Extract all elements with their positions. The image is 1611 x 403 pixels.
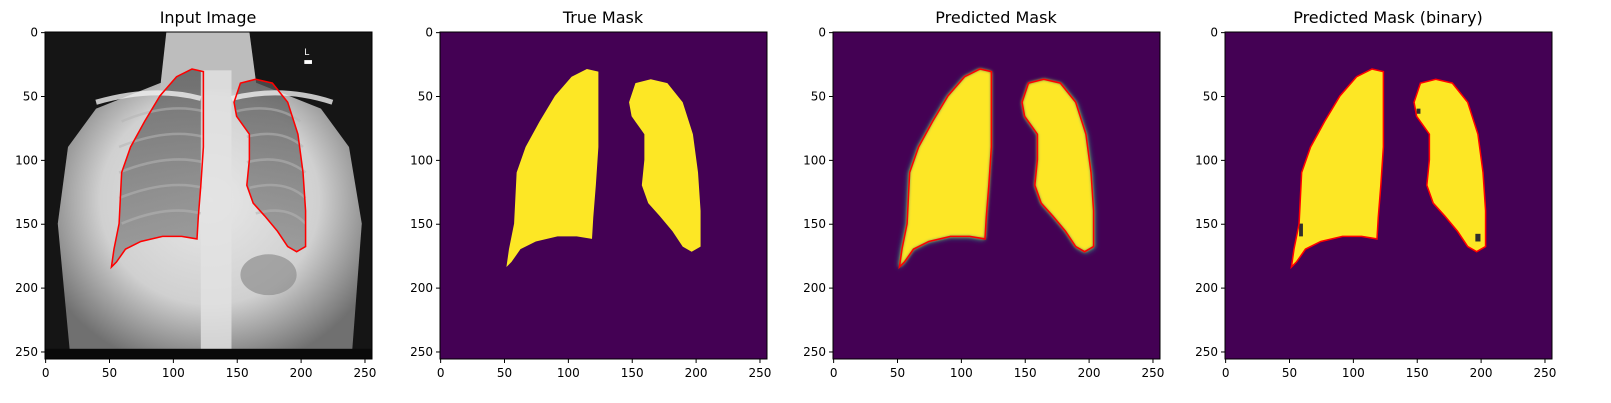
y-tick-label: 100 [410, 153, 433, 167]
x-tick-label: 0 [830, 366, 838, 380]
xray-marker-label: L [304, 48, 309, 58]
x-tick-label: 50 [1282, 366, 1297, 380]
y-tick-label: 250 [15, 345, 38, 359]
true-mask-image [440, 32, 767, 359]
panel-title: Input Image [160, 8, 257, 27]
x-ticks: 0 50 100 150 200 250 [830, 359, 1165, 380]
y-tick-label: 50 [418, 90, 433, 104]
x-tick-label: 250 [1142, 366, 1165, 380]
x-tick-label: 100 [162, 366, 185, 380]
panel-predicted-mask-binary: Predicted Mask (binary) 0 50 100 150 200 250 … [1195, 8, 1556, 380]
y-tick-label: 250 [410, 345, 433, 359]
x-tick-label: 0 [1222, 366, 1230, 380]
y-tick-label: 200 [803, 281, 826, 295]
x-tick-label: 150 [621, 366, 644, 380]
y-tick-label: 0 [1210, 26, 1218, 40]
y-tick-label: 150 [803, 217, 826, 231]
y-tick-label: 100 [803, 153, 826, 167]
x-tick-label: 50 [102, 366, 117, 380]
y-tick-label: 0 [425, 26, 433, 40]
y-ticks: 0 50 100 150 200 250 [803, 26, 833, 359]
x-tick-label: 250 [354, 366, 377, 380]
x-tick-label: 200 [1470, 366, 1493, 380]
x-tick-label: 200 [685, 366, 708, 380]
panel-true-mask: True Mask 0 50 100 150 200 250 0 50 100 150 200 25… [410, 8, 771, 380]
y-tick-label: 200 [1195, 281, 1218, 295]
x-tick-label: 200 [290, 366, 313, 380]
x-tick-label: 0 [437, 366, 445, 380]
y-tick-label: 150 [15, 217, 38, 231]
y-tick-label: 150 [1195, 217, 1218, 231]
x-tick-label: 150 [1014, 366, 1037, 380]
y-tick-label: 50 [1203, 90, 1218, 104]
y-tick-label: 150 [410, 217, 433, 231]
y-tick-label: 0 [818, 26, 826, 40]
y-tick-label: 50 [23, 90, 38, 104]
y-ticks: 0 50 100 150 200 250 [15, 26, 45, 359]
y-ticks: 0 50 100 150 200 250 [410, 26, 440, 359]
x-ticks: 0 50 100 150 200 250 [42, 359, 377, 380]
predicted-mask-image [833, 32, 1160, 359]
x-ticks: 0 50 100 150 200 250 [1222, 359, 1557, 380]
x-ticks: 0 50 100 150 200 250 [437, 359, 772, 380]
x-tick-label: 250 [1534, 366, 1557, 380]
x-tick-label: 0 [42, 366, 50, 380]
y-tick-label: 0 [30, 26, 38, 40]
panel-predicted-mask: Predicted Mask 0 50 100 150 200 250 0 50 100 150… [803, 8, 1164, 380]
x-tick-label: 150 [1406, 366, 1429, 380]
y-tick-label: 200 [15, 281, 38, 295]
x-tick-label: 250 [749, 366, 772, 380]
y-tick-label: 50 [811, 90, 826, 104]
x-tick-label: 100 [557, 366, 580, 380]
y-tick-label: 200 [410, 281, 433, 295]
predicted-mask-binary-image [1225, 32, 1552, 359]
y-tick-label: 250 [1195, 345, 1218, 359]
y-ticks: 0 50 100 150 200 250 [1195, 26, 1225, 359]
y-tick-label: 100 [15, 153, 38, 167]
x-tick-label: 150 [226, 366, 249, 380]
panel-title: Predicted Mask [935, 8, 1057, 27]
y-tick-label: 250 [803, 345, 826, 359]
x-tick-label: 50 [497, 366, 512, 380]
y-tick-label: 100 [1195, 153, 1218, 167]
panel-title: True Mask [562, 8, 644, 27]
x-tick-label: 200 [1078, 366, 1101, 380]
panel-title: Predicted Mask (binary) [1293, 8, 1483, 27]
x-tick-label: 100 [1342, 366, 1365, 380]
x-tick-label: 50 [890, 366, 905, 380]
xray-image: L [45, 32, 372, 359]
x-tick-label: 100 [950, 366, 973, 380]
panel-input-image: Input Image [15, 8, 376, 380]
